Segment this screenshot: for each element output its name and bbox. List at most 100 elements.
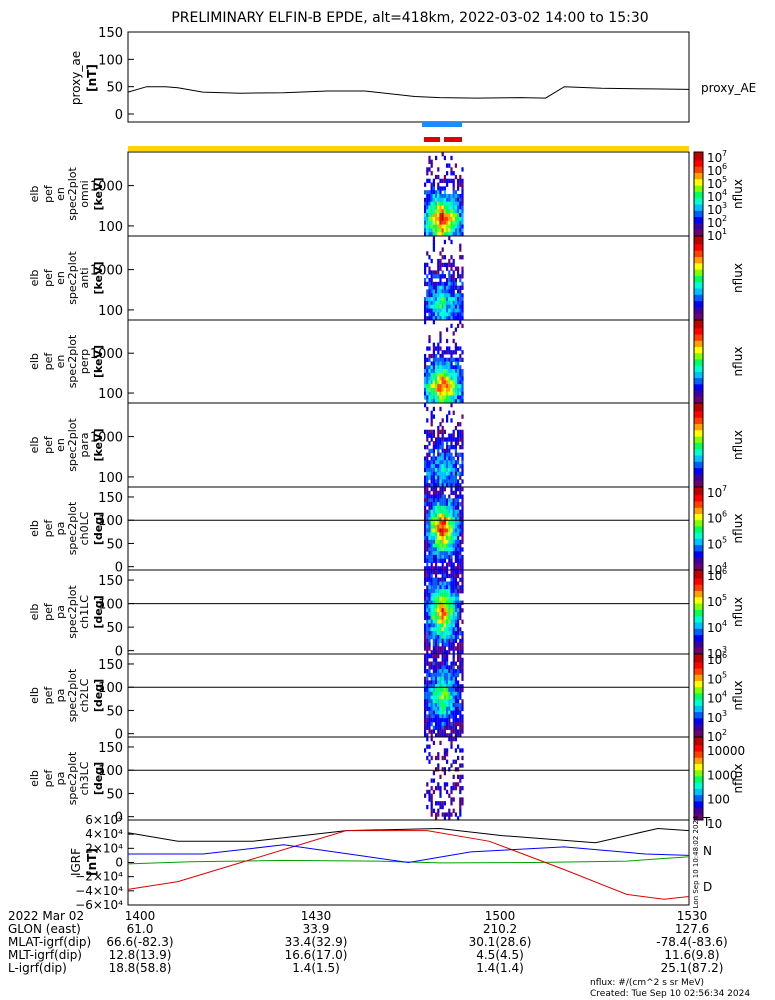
spectrogram-pixel [452,483,455,488]
spectrogram-pixel [446,631,449,636]
spectrogram-pixel [426,513,429,518]
spectrogram-pixel [443,676,446,681]
spectrogram-pixel [448,672,451,678]
spectrogram-pixel [441,812,444,817]
ytick-label: 1000 [90,347,123,362]
colorbar-swatch [694,411,703,414]
spectrogram-pixel [424,467,427,473]
spectrogram-pixel [428,554,431,560]
spectrogram-pixel [452,536,455,541]
spectrogram-pixel [430,163,433,168]
spectrogram-pixel [426,289,429,294]
spectrogram-pixel [461,220,464,226]
spectrogram-pixel [446,376,449,381]
spectrogram-pixel [435,304,438,310]
spectrogram-pixel [448,551,451,556]
spectrogram-pixel [448,600,451,605]
colorbar-swatch [694,817,703,821]
spectrogram-pixel [452,604,455,609]
spectrogram-pixel [430,209,433,214]
spectrogram-pixel [446,372,449,378]
spectrogram-pixel [450,376,453,381]
spectrogram-pixel [461,350,464,355]
spectrogram-pixel [450,646,453,651]
spectrogram-pixel [424,589,427,594]
spectrogram-pixel [435,687,438,693]
colorbar-swatch [694,445,703,448]
colorbar-swatch [694,369,703,373]
spectrogram-pixel [457,657,460,663]
spectrogram-pixel [432,631,435,636]
spectrogram-pixel [430,171,433,176]
spectrogram-pixel [443,612,446,617]
spectrogram-pixel [428,699,431,704]
spectrogram-pixel [446,391,449,396]
colorbar-swatch [694,501,703,505]
spectrogram-pixel [459,665,462,670]
spectrogram-pixel [441,483,444,488]
spectrogram-pixel [454,592,457,598]
spectrogram-pixel [448,517,451,522]
spectrogram-pixel [432,487,435,492]
spectrogram-pixel [435,684,438,689]
spectrogram-pixel [430,387,433,393]
spectrogram-pixel [430,718,433,723]
spectrogram-pixel [446,395,449,400]
spectrogram-pixel [448,615,451,621]
spectrogram-pixel [428,167,431,172]
spectrogram-pixel [432,247,435,252]
colorbar-tick-label: 10000 [707,744,745,758]
ylabel-line: spec2plot [66,418,79,472]
spectrogram-pixel [439,524,442,529]
colorbar-swatch [694,474,703,477]
spectrogram-pixel [441,517,444,522]
spectrogram-pixel [439,456,442,461]
spectrogram-pixel [461,665,464,670]
spectrogram-pixel [459,763,462,768]
colorbar-swatch [694,309,703,313]
spectrogram-pixel [443,657,446,663]
spectrogram-pixel [424,604,427,609]
spectrogram-pixel [457,615,460,621]
footer-row-value: 127.6 [674,922,710,936]
spectrogram-pixel [448,612,451,617]
spectrogram-pixel [437,452,440,457]
spectrogram-pixel [424,520,427,526]
spectrogram-pixel [437,646,440,651]
spectrogram-pixel [459,585,462,590]
colorbar-swatch [694,367,703,371]
spectrogram-pixel [439,612,442,617]
igrf-ytick-label: 6×10⁴ [85,813,123,827]
spectrogram-pixel [443,197,446,203]
spectrogram-pixel [454,174,457,180]
spectrogram-pixel [430,691,433,696]
spectrogram-pixel [446,350,449,355]
spectrogram-pixel [432,623,435,628]
colorbar-swatch [694,603,703,607]
spectrogram-pixel [437,661,440,666]
ylabel-line: [keV] [92,345,105,378]
spectrogram-pixel [443,471,446,477]
colorbar-swatch [694,761,703,765]
spectrogram-pixel [459,278,462,283]
spectrogram-pixel [437,471,440,477]
colorbar-swatch [694,328,703,331]
spectrogram-pixel [459,646,462,651]
spectrogram-pixel [437,528,440,533]
spectrogram-pixel [454,570,457,575]
spectrogram-pixel [430,316,433,321]
colorbar-swatch [694,712,703,715]
spectrogram-pixel [426,528,429,533]
spectrogram-pixel [448,224,451,229]
spectrogram-pixel [435,755,438,761]
spectrogram-pixel [448,684,451,689]
spectrogram-pixel [459,194,462,199]
spectrogram-pixel [424,445,427,450]
colorbar-swatch [694,559,703,563]
spectrogram-pixel [457,631,460,636]
spectrogram-pixel [428,759,431,764]
spectrogram-pixel [432,543,435,548]
spectrogram-pixel [430,483,433,488]
spectrogram-pixel [428,312,431,317]
spectrogram-pixel [457,642,460,647]
